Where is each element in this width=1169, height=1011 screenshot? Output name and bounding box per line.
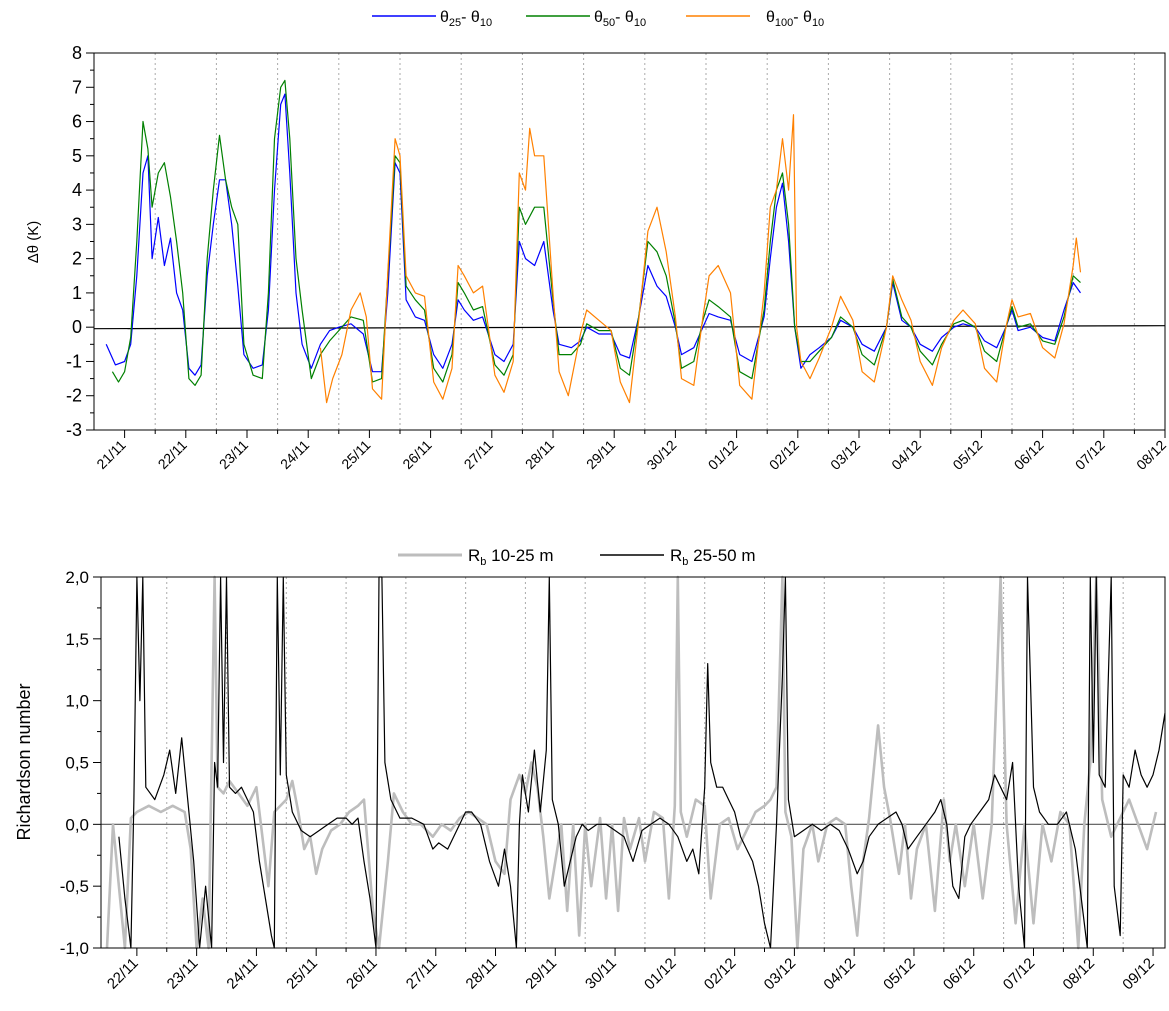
x-ticks-top: 21/11 22/11 23/11 24/11 25/11 26/11 27/11 28/11… — [93, 430, 1169, 473]
y-tick-label: -1 — [66, 351, 82, 371]
x-tick-label: 24/11 — [223, 955, 261, 993]
zero-reference-line — [93, 325, 1166, 330]
x-tick-label: 28/11 — [463, 955, 501, 993]
x-tick-label: 01/12 — [641, 955, 680, 994]
x-tick-label: 26/11 — [399, 437, 435, 473]
y-ticks-top: -3 -2 -1 0 1 2 3 4 5 6 7 8 — [66, 43, 94, 440]
legend-bottom: Rb 10-25 m Rb 25-50 m — [398, 546, 756, 568]
y-tick-label: -2 — [66, 386, 82, 406]
x-tick-label: 07/12 — [1000, 955, 1039, 994]
series-line-2 — [118, 576, 1166, 949]
y-tick-label: 0,5 — [65, 754, 89, 773]
x-tick-label: 27/11 — [403, 955, 441, 993]
x-ticks-bottom: 22/11 23/11 24/11 25/11 26/11 27/11 28/11 29/11… — [104, 948, 1158, 993]
y-tick-label: 6 — [72, 112, 82, 132]
y-axis-label-top: Δθ (K) — [25, 221, 42, 264]
y-tick-label: 2,0 — [65, 568, 89, 587]
x-tick-label: 30/12 — [643, 437, 679, 473]
series-line-1 — [105, 575, 1158, 950]
x-tick-label: 22/11 — [155, 437, 191, 473]
x-tick-label: 06/12 — [1011, 437, 1047, 473]
y-tick-label: -0,5 — [60, 877, 89, 896]
y-tick-label: 1,0 — [65, 692, 89, 711]
series-line-3 — [319, 114, 1082, 404]
x-tick-label: 03/12 — [761, 955, 800, 994]
x-tick-label: 05/12 — [949, 437, 985, 473]
x-tick-label: 25/11 — [338, 437, 374, 473]
x-tick-label: 24/11 — [277, 437, 313, 473]
grid-bottom — [101, 577, 1165, 948]
legend-label-rb-10-25: Rb 10-25 m — [468, 546, 554, 568]
y-tick-label: -1,0 — [60, 939, 89, 958]
legend-label-rb-25-50: Rb 25-50 m — [670, 546, 756, 568]
x-tick-label: 04/12 — [888, 437, 924, 473]
x-tick-label: 22/11 — [104, 955, 142, 993]
x-tick-label: 05/12 — [880, 955, 919, 994]
x-tick-label: 29/11 — [522, 955, 560, 993]
series-top — [105, 79, 1082, 404]
y-tick-label: 1,5 — [65, 630, 89, 649]
legend-label-theta100: θ100- θ10 — [766, 9, 824, 29]
x-tick-label: 07/12 — [1072, 437, 1108, 473]
series-line-2 — [111, 79, 1081, 386]
x-tick-label: 27/11 — [461, 437, 497, 473]
chart-richardson-number: Rb 10-25 m Rb 25-50 m Richardson number … — [14, 546, 1166, 993]
y-tick-label: 4 — [72, 180, 82, 200]
y-ticks-bottom: -1,0 -0,5 0,0 0,5 1,0 1,5 2,0 — [60, 568, 101, 958]
x-tick-label: 02/12 — [701, 955, 740, 994]
y-tick-label: 8 — [72, 43, 82, 63]
x-tick-label: 03/12 — [827, 437, 863, 473]
y-tick-label: 2 — [72, 249, 82, 269]
series-line-1 — [105, 93, 1081, 376]
legend-label-theta25: θ25- θ10 — [440, 9, 492, 29]
y-tick-label: -3 — [66, 420, 82, 440]
x-tick-label: 26/11 — [343, 955, 381, 993]
y-tick-label: 0 — [72, 317, 82, 337]
y-tick-label: 3 — [72, 214, 82, 234]
x-tick-label: 28/11 — [522, 437, 558, 473]
series-bottom — [105, 575, 1166, 950]
x-tick-label: 09/12 — [1119, 955, 1158, 994]
x-tick-label: 04/12 — [820, 955, 859, 994]
x-tick-label: 21/11 — [93, 437, 129, 473]
x-tick-label: 08/12 — [1133, 437, 1169, 473]
y-tick-label: 7 — [72, 77, 82, 97]
x-tick-label: 23/11 — [164, 955, 202, 993]
x-tick-label: 06/12 — [940, 955, 979, 994]
x-tick-label: 08/12 — [1060, 955, 1099, 994]
x-tick-label: 25/11 — [283, 955, 321, 993]
x-tick-label: 29/11 — [583, 437, 619, 473]
y-tick-label: 5 — [72, 146, 82, 166]
x-tick-label: 01/12 — [705, 437, 741, 473]
y-tick-label: 0,0 — [65, 815, 89, 834]
x-tick-label: 30/11 — [582, 955, 620, 993]
x-tick-label: 02/12 — [766, 437, 802, 473]
chart-temperature-difference: θ25- θ10 θ50- θ10 θ100- θ10 Δθ (K) -3-2-… — [25, 9, 1169, 473]
grid-top — [93, 53, 1166, 430]
y-tick-label: 1 — [72, 283, 82, 303]
legend-top: θ25- θ10 θ50- θ10 θ100- θ10 — [372, 9, 824, 29]
y-axis-label-bottom: Richardson number — [14, 683, 34, 840]
legend-label-theta50: θ50- θ10 — [594, 9, 646, 29]
x-tick-label: 23/11 — [216, 437, 252, 473]
